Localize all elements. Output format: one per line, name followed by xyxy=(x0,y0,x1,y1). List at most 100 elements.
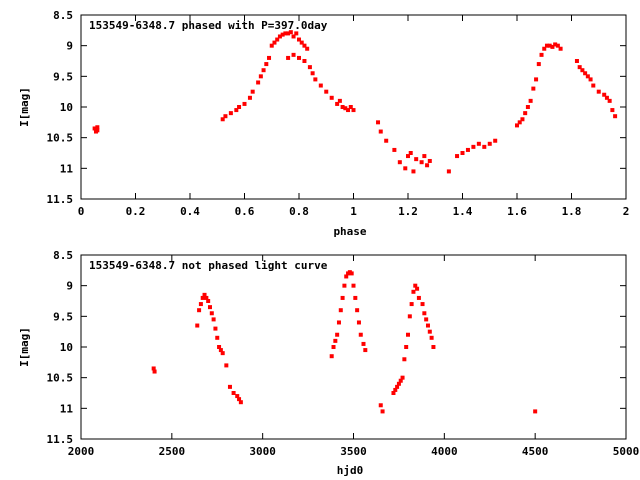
data-point xyxy=(218,348,223,353)
data-point xyxy=(234,108,239,113)
data-point xyxy=(228,111,233,116)
data-point xyxy=(407,314,412,319)
data-point xyxy=(220,117,225,122)
data-point xyxy=(424,317,429,322)
x-tick-label: 1.6 xyxy=(507,205,527,218)
y-tick-label: 11.5 xyxy=(47,433,74,446)
data-point xyxy=(380,409,385,414)
data-point xyxy=(335,332,340,337)
data-point xyxy=(378,403,383,408)
y-tick-label: 9.5 xyxy=(53,70,73,83)
data-point xyxy=(406,154,410,159)
data-point xyxy=(227,384,232,389)
data-point xyxy=(280,32,285,37)
data-point xyxy=(294,31,299,36)
data-point xyxy=(291,34,296,39)
data-point xyxy=(343,106,348,111)
data-point xyxy=(297,55,301,60)
data-point xyxy=(378,129,383,134)
data-point xyxy=(283,31,288,36)
data-point xyxy=(392,147,397,152)
data-point xyxy=(288,30,293,35)
data-point xyxy=(207,305,212,310)
data-point xyxy=(534,77,539,82)
data-point xyxy=(242,101,247,106)
data-points xyxy=(151,270,538,414)
y-axis-ticks: 8.5 9 9.5 10 10.5 11 11.5 xyxy=(47,249,626,446)
data-point xyxy=(416,295,421,300)
x-tick-label: 4000 xyxy=(431,445,458,458)
data-point xyxy=(471,144,476,149)
data-point xyxy=(403,166,408,171)
data-point xyxy=(95,125,100,130)
phased-light-curve-plot: 0 0.2 0.4 0.6 0.8 1 1.2 1.4 1.6 1.8 2 8.5 9 9.5 10 10.… xyxy=(18,9,629,238)
data-point xyxy=(217,345,222,349)
data-point xyxy=(384,138,389,143)
plot-frame xyxy=(80,254,627,440)
data-point xyxy=(198,302,203,307)
data-point xyxy=(476,141,481,146)
data-point xyxy=(302,59,307,63)
y-tick-label: 10 xyxy=(60,101,73,114)
data-point xyxy=(224,363,229,368)
data-point xyxy=(237,105,242,109)
x-axis-label: hjd0 xyxy=(337,464,364,477)
data-point xyxy=(310,71,315,76)
data-point xyxy=(342,283,347,288)
data-point xyxy=(351,283,356,288)
data-point xyxy=(607,98,612,103)
data-points xyxy=(92,30,618,174)
data-point xyxy=(425,163,430,168)
data-point xyxy=(307,65,312,70)
data-point xyxy=(415,286,420,291)
data-point xyxy=(395,384,400,389)
data-point xyxy=(422,154,427,159)
y-axis-ticks: 8.5 9 9.5 10 10.5 11 11.5 xyxy=(47,9,626,206)
data-point xyxy=(235,394,240,399)
x-tick-label: 0 xyxy=(78,205,85,218)
data-point xyxy=(324,89,329,94)
x-tick-label: 2000 xyxy=(68,445,95,458)
data-point xyxy=(550,44,555,49)
data-point xyxy=(333,338,338,343)
data-point xyxy=(351,108,356,113)
x-tick-label: 3500 xyxy=(340,445,367,458)
data-point xyxy=(299,40,304,45)
data-point xyxy=(277,34,282,39)
data-point xyxy=(396,381,401,386)
data-point xyxy=(209,311,214,316)
data-point xyxy=(348,105,353,109)
data-point xyxy=(213,326,218,331)
data-point xyxy=(429,335,434,340)
data-point xyxy=(596,89,601,94)
data-point xyxy=(558,46,563,51)
x-tick-label: 0.8 xyxy=(289,205,309,218)
data-point xyxy=(349,271,354,276)
data-point xyxy=(267,55,272,60)
data-point xyxy=(346,108,351,113)
data-point xyxy=(152,369,157,374)
data-point xyxy=(574,59,579,63)
data-point xyxy=(583,71,588,76)
x-tick-label: 1.8 xyxy=(562,205,582,218)
data-point xyxy=(353,295,358,300)
data-point xyxy=(422,311,427,316)
data-point xyxy=(335,101,340,106)
data-point xyxy=(318,83,323,88)
data-point xyxy=(355,308,360,313)
y-tick-label: 10 xyxy=(60,341,73,354)
data-point xyxy=(206,299,211,303)
data-point xyxy=(361,341,366,346)
data-point xyxy=(414,157,419,162)
data-point xyxy=(427,329,432,334)
data-point xyxy=(400,375,405,380)
data-point xyxy=(286,31,291,36)
data-point xyxy=(269,43,274,48)
y-tick-label: 9 xyxy=(66,280,73,293)
data-point xyxy=(419,160,424,165)
y-tick-label: 8.5 xyxy=(53,249,73,262)
data-point xyxy=(482,144,487,149)
data-point xyxy=(247,95,252,100)
x-axis-ticks: 2000 2500 3000 3500 4000 4500 5000 xyxy=(68,255,639,458)
data-point xyxy=(223,114,228,119)
